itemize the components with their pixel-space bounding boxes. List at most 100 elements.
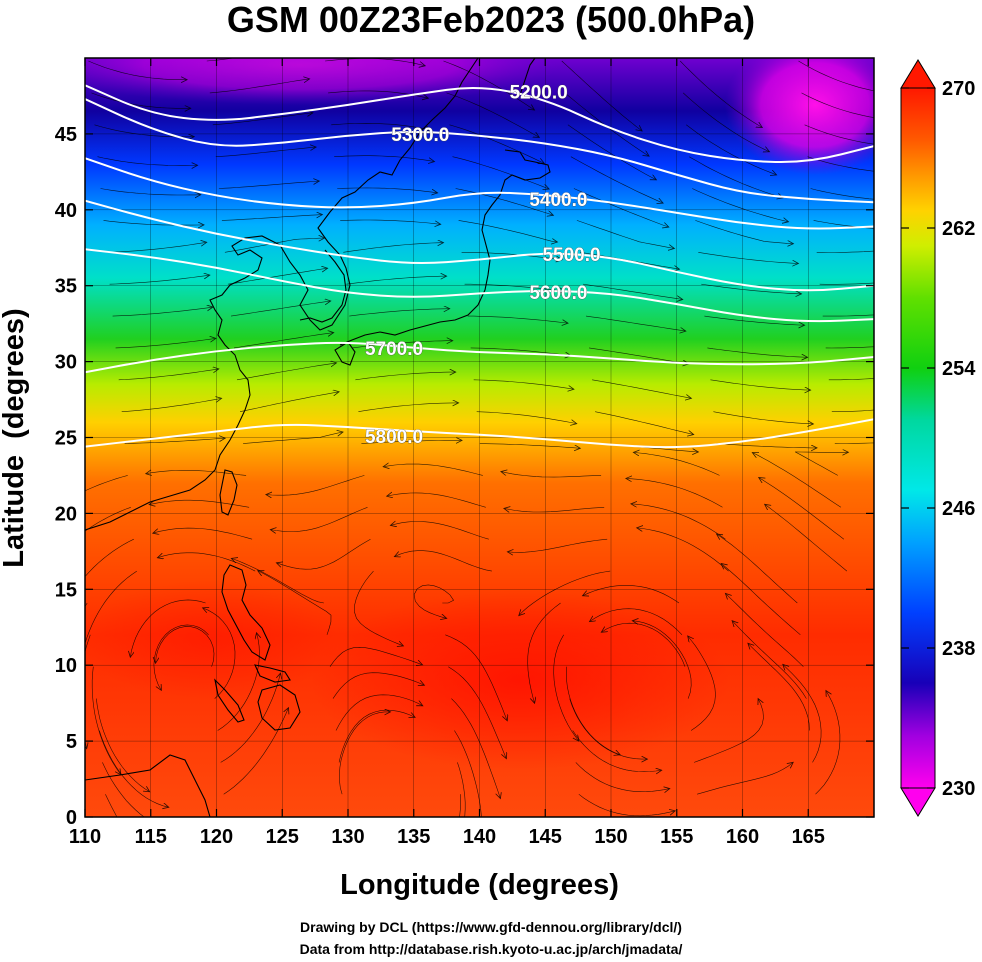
streamline <box>85 538 134 578</box>
streamline <box>349 309 449 317</box>
streamline <box>592 379 691 399</box>
streamline <box>527 602 561 703</box>
page-title: GSM 00Z23Feb2023 (500.0hPa) <box>226 0 756 40</box>
streamline <box>106 242 207 253</box>
streamline <box>716 443 818 448</box>
streamline <box>332 672 424 699</box>
y-axis-label: Latitude (degrees) <box>0 308 30 568</box>
y-tick-label: 10 <box>55 655 77 677</box>
colorbar-tick-label: 262 <box>942 218 975 240</box>
streamline <box>553 634 579 741</box>
cold-core-field <box>725 58 874 175</box>
streamline <box>220 673 281 763</box>
streamline <box>679 60 762 128</box>
y-tick-label: 35 <box>55 276 77 298</box>
colorbar-ticks: 230 238 246 254 262 270 <box>901 78 976 800</box>
streamline <box>519 570 611 616</box>
colorbar-tick-label: 238 <box>942 638 975 660</box>
streamline <box>88 60 187 80</box>
streamline <box>339 712 390 795</box>
streamline <box>91 92 190 109</box>
colorbar-tick-label: 230 <box>942 778 975 800</box>
streamline <box>707 347 807 357</box>
streamline <box>698 252 798 263</box>
streamline <box>759 478 845 540</box>
credit-dcl: Drawing by DCL (https://www.gfd-dennou.o… <box>300 919 682 935</box>
streamline <box>157 552 256 572</box>
streamline <box>572 730 662 772</box>
streamline <box>258 571 332 635</box>
y-tick-label: 30 <box>55 352 77 374</box>
streamline <box>576 220 675 248</box>
streamline <box>454 730 482 817</box>
streamline <box>828 378 874 381</box>
streamline <box>103 220 205 225</box>
streamline <box>692 188 788 222</box>
streamline <box>124 438 226 444</box>
streamline <box>461 252 562 259</box>
streamline <box>451 698 500 799</box>
streamline <box>464 283 565 291</box>
streamline <box>209 79 310 94</box>
korea-peninsula-coastline <box>299 249 347 323</box>
streamline <box>801 92 874 118</box>
streamline <box>631 504 726 540</box>
streamline <box>470 347 571 356</box>
streamline <box>632 621 692 699</box>
y-tick-label: 40 <box>55 200 77 222</box>
streamline <box>221 215 323 221</box>
streamline <box>807 156 874 172</box>
height-contour-line <box>85 157 874 230</box>
streamline <box>467 315 568 323</box>
height-contour-label: 5700.0 <box>365 339 423 360</box>
streamline <box>276 538 371 570</box>
palawan-coastline <box>214 678 245 723</box>
streamline <box>473 379 574 389</box>
streamline <box>146 470 247 475</box>
streamline <box>340 219 441 224</box>
streamline <box>270 507 368 531</box>
streamline <box>352 341 452 349</box>
streamline <box>682 92 769 152</box>
streamline <box>504 507 605 512</box>
height-contour-line <box>85 418 874 449</box>
streamline <box>457 762 466 817</box>
colorbar-tick-label: 246 <box>942 498 975 520</box>
streamline <box>637 528 729 572</box>
streamline <box>794 452 848 476</box>
streamline <box>573 188 669 228</box>
x-tick-label: 135 <box>397 826 430 848</box>
streamline <box>112 307 213 317</box>
streamline <box>91 666 121 775</box>
streamline <box>156 626 215 667</box>
streamline <box>688 636 716 731</box>
streamline <box>100 188 201 196</box>
streamline <box>831 409 874 413</box>
colorbar-tick-label: 254 <box>942 358 976 380</box>
x-tick-label: 165 <box>792 826 825 848</box>
streamline <box>570 156 663 203</box>
streamline <box>105 794 118 817</box>
streamline <box>153 527 253 540</box>
streamline <box>815 691 841 795</box>
x-tick-label: 150 <box>594 826 627 848</box>
warm-core-field <box>310 590 730 770</box>
coastlines <box>85 58 551 817</box>
streamline <box>825 346 874 349</box>
streamline <box>458 220 558 242</box>
streamline <box>748 643 810 731</box>
streamline <box>121 398 222 412</box>
x-tick-label: 115 <box>135 826 167 848</box>
streamline <box>452 156 550 189</box>
y-tick-label: 15 <box>55 579 77 601</box>
luzon-coastline <box>221 564 271 661</box>
streamline <box>390 522 489 540</box>
x-tick-label: 125 <box>266 826 299 848</box>
streamline <box>203 608 236 699</box>
streamline <box>626 478 723 508</box>
streamline <box>479 443 581 449</box>
streamline <box>346 276 446 285</box>
streamline <box>459 794 462 817</box>
x-tick-label: 110 <box>69 826 101 848</box>
streamline <box>783 664 822 763</box>
